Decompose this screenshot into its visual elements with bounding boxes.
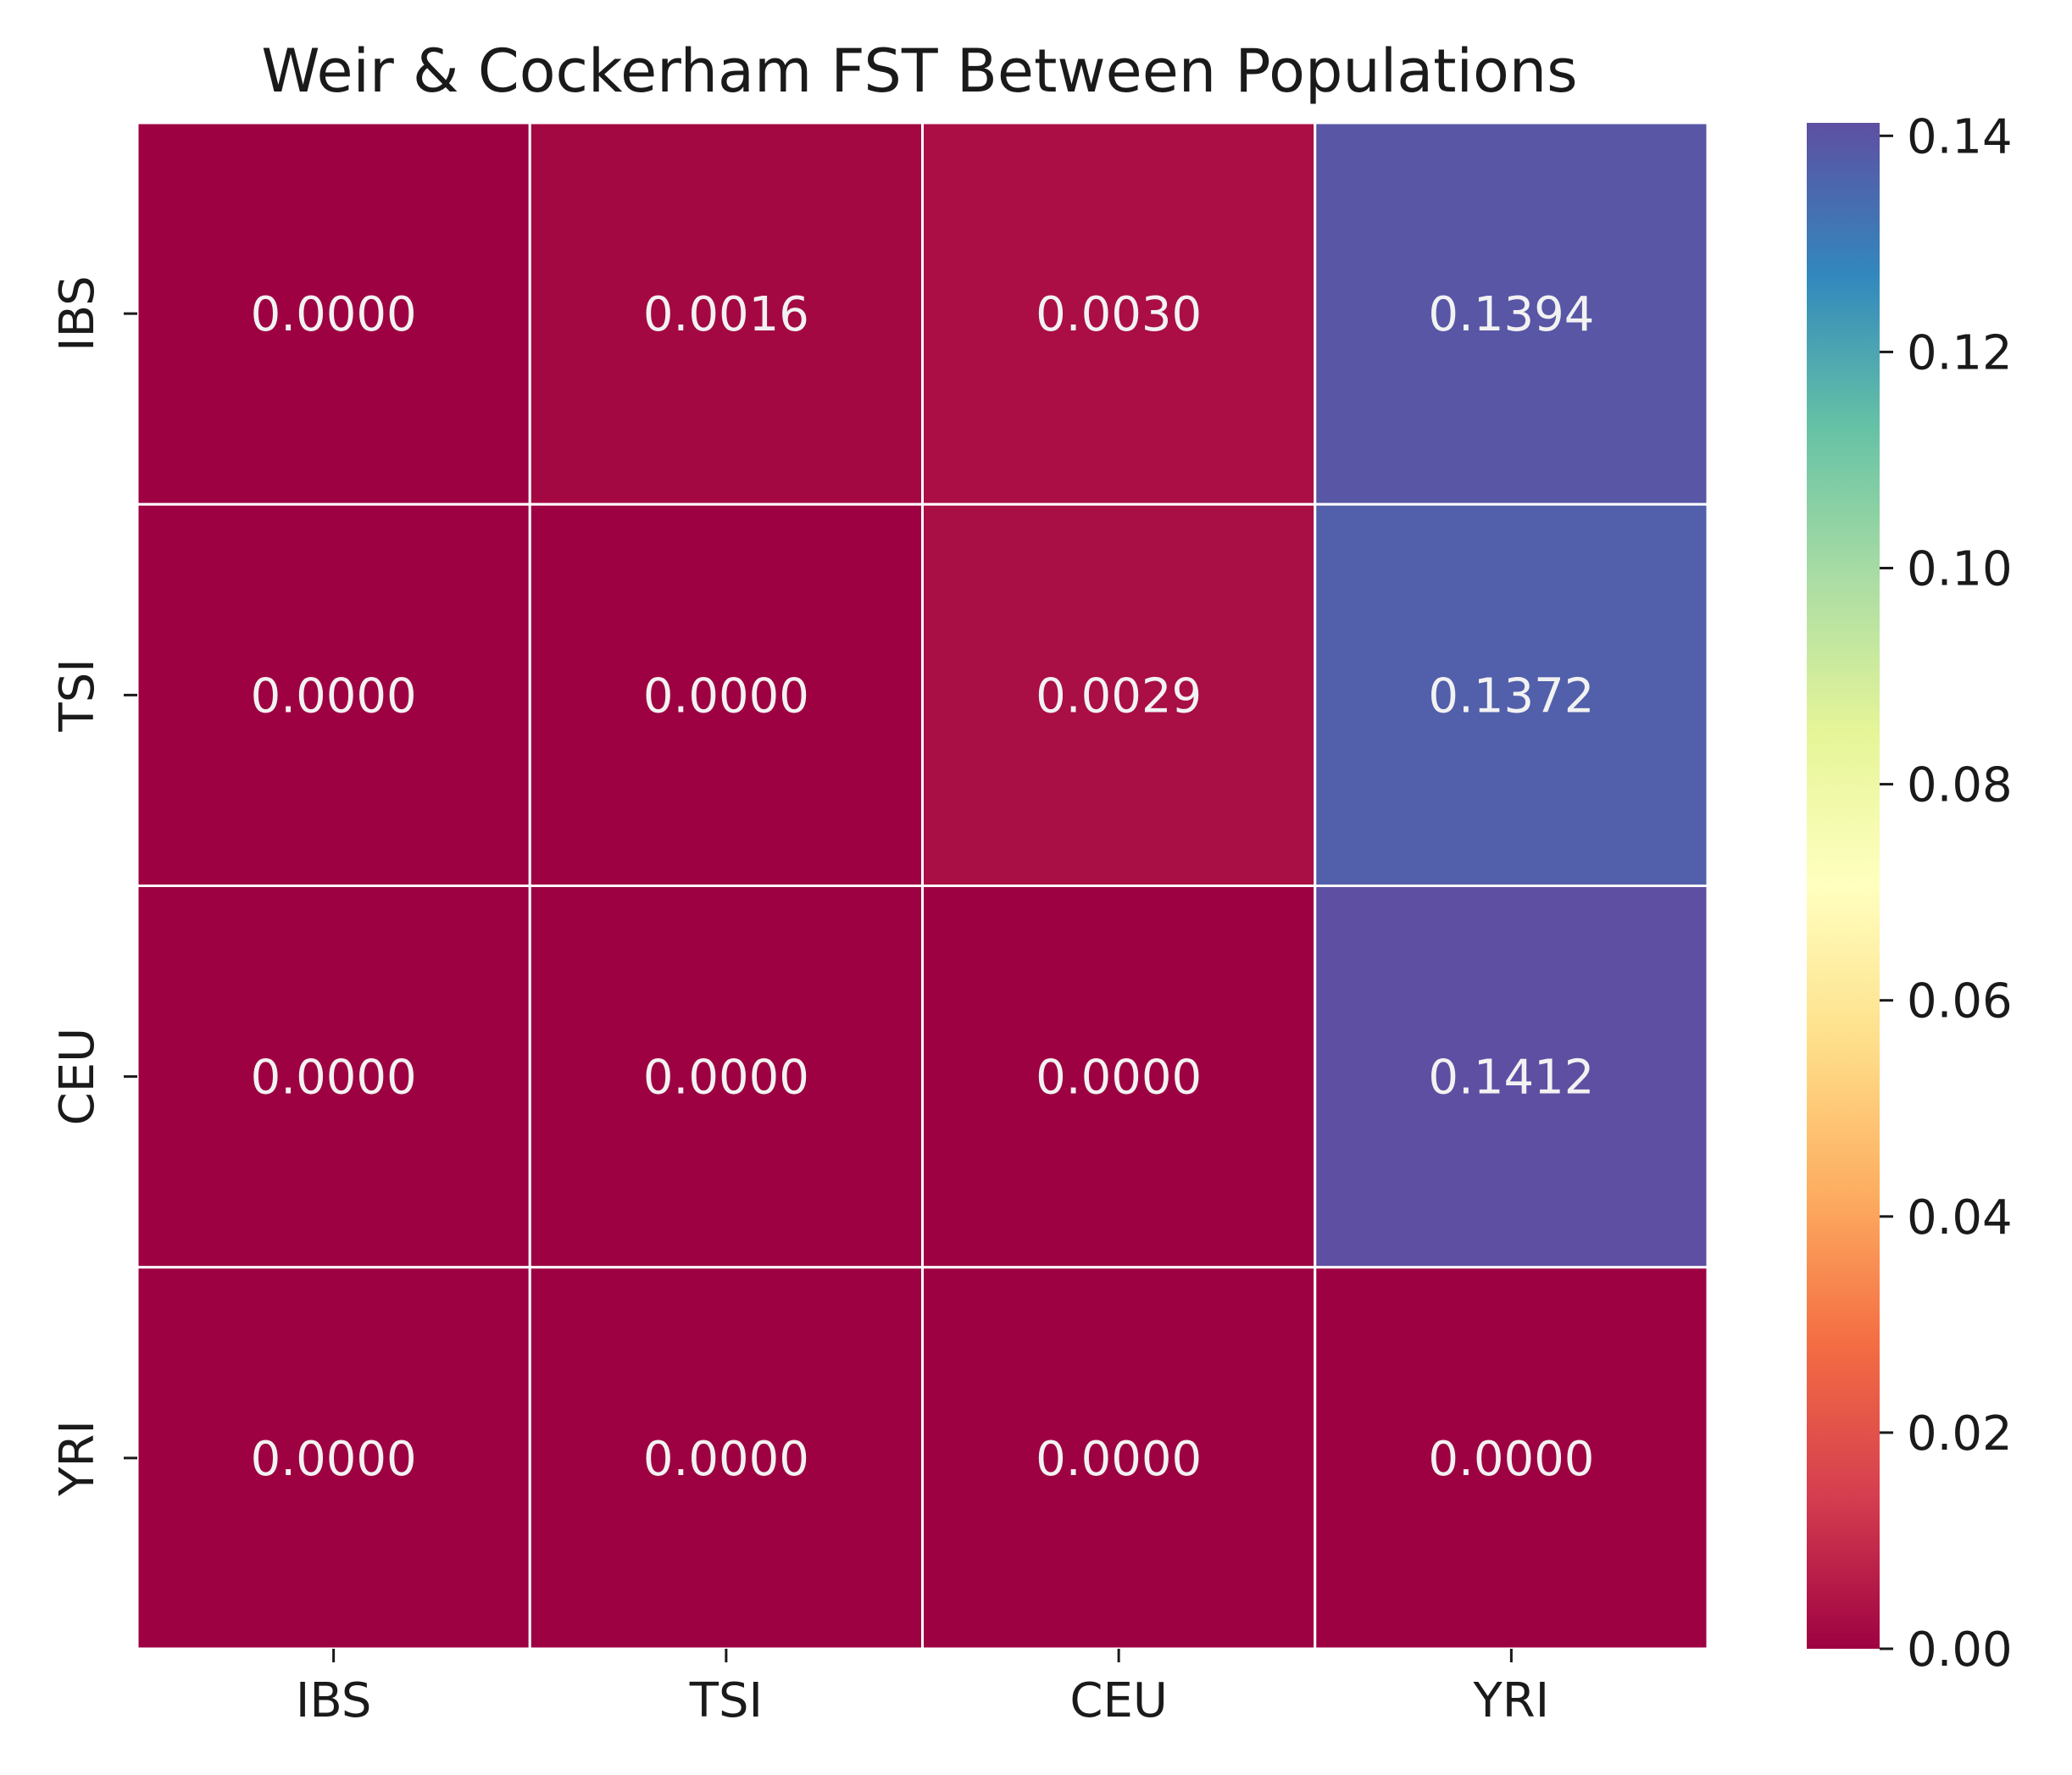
colorbar-gradient <box>1807 123 1880 1649</box>
heatmap-cell-ibs-ceu <box>921 121 1317 506</box>
colorbar-tick-label: 0.02 <box>1907 1406 2013 1462</box>
x-axis: IBS TSI CEU YRI <box>296 1649 1549 1728</box>
y-tick-label: IBS <box>50 275 105 352</box>
cell-value-label: 0.0030 <box>1036 287 1202 342</box>
colorbar-tick-label: 0.10 <box>1907 542 2013 597</box>
cell-value-label: 0.0000 <box>1036 1432 1202 1487</box>
heatmap-cell-ibs-ibs <box>136 121 531 506</box>
cell-value-label: 0.1372 <box>1428 668 1594 724</box>
heatmap-cells <box>136 121 1709 1650</box>
heatmap-cell-tsi-tsi <box>528 502 924 887</box>
x-tick-label: IBS <box>296 1673 372 1728</box>
x-tick-label: TSI <box>689 1673 763 1728</box>
colorbar: 0.00 0.02 0.04 0.06 0.08 0.10 0.12 0.14 <box>1807 109 2013 1678</box>
colorbar-tick-label: 0.12 <box>1907 325 2013 380</box>
chart-title: Weir & Cockerham FST Between Populations <box>261 36 1577 106</box>
cell-value-label: 0.0000 <box>251 1432 417 1487</box>
heatmap-cell-tsi-ibs <box>136 502 531 887</box>
y-tick-label: CEU <box>50 1028 105 1125</box>
heatmap-cell-labels: 0.0000 0.0016 0.0030 0.1394 0.0000 0.0000 0.00… <box>251 287 1595 1487</box>
heatmap-cell-ibs-yri <box>1314 121 1709 506</box>
cell-value-label: 0.0000 <box>643 1051 809 1106</box>
colorbar-tick-label: 0.00 <box>1907 1622 2013 1678</box>
colorbar-tick-label: 0.06 <box>1907 974 2013 1029</box>
colorbar-tick-label: 0.08 <box>1907 758 2013 813</box>
cell-value-label: 0.0000 <box>1428 1432 1594 1487</box>
cell-value-label: 0.0000 <box>251 287 417 342</box>
heatmap-cell-yri-ceu <box>921 1266 1317 1650</box>
cell-value-label: 0.0000 <box>1036 1051 1202 1106</box>
y-tick-label: TSI <box>50 658 105 732</box>
cell-value-label: 0.0016 <box>643 287 809 342</box>
cell-value-label: 0.0000 <box>251 1051 417 1106</box>
heatmap-cell-tsi-ceu <box>921 502 1317 887</box>
cell-value-label: 0.0000 <box>251 668 417 724</box>
heatmap-cell-yri-yri <box>1314 1266 1709 1650</box>
heatmap-cell-ibs-tsi <box>528 121 924 506</box>
colorbar-tick-label: 0.14 <box>1907 109 2013 164</box>
heatmap-cell-yri-ibs <box>136 1266 531 1650</box>
heatmap-cell-ceu-yri <box>1314 885 1709 1269</box>
x-tick-label: YRI <box>1473 1673 1550 1728</box>
y-axis: IBS TSI CEU YRI <box>50 275 137 1497</box>
cell-value-label: 0.0029 <box>1036 668 1202 724</box>
heatmap-cell-yri-tsi <box>528 1266 924 1650</box>
heatmap-cell-tsi-yri <box>1314 502 1709 887</box>
cell-value-label: 0.1412 <box>1428 1051 1594 1106</box>
cell-value-label: 0.1394 <box>1428 287 1594 342</box>
x-tick-label: CEU <box>1069 1673 1167 1728</box>
cell-value-label: 0.0000 <box>643 1432 809 1487</box>
y-tick-label: YRI <box>50 1420 105 1497</box>
colorbar-tick-label: 0.04 <box>1907 1190 2013 1245</box>
cell-value-label: 0.0000 <box>643 668 809 724</box>
heatmap-cell-ceu-tsi <box>528 885 924 1269</box>
